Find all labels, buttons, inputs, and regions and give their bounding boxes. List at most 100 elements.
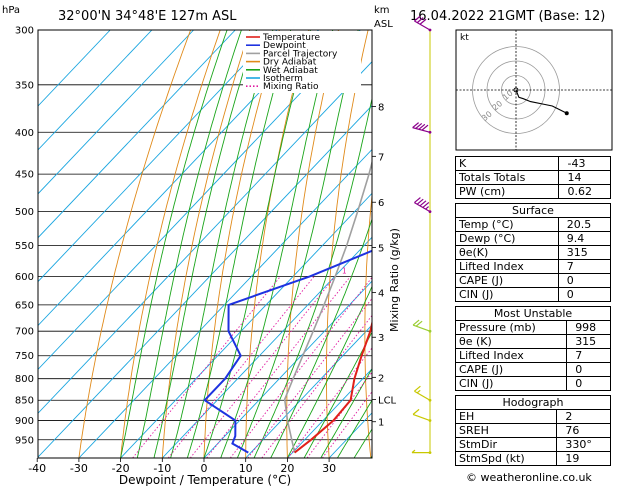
surface-row: Lifted Index 7 xyxy=(455,259,612,274)
wind-barb xyxy=(414,385,432,402)
wet-adiabat-line xyxy=(186,30,292,458)
index-label: K xyxy=(454,156,560,171)
wet-adiabat-line xyxy=(320,367,372,458)
pressure-tick-label: 600 xyxy=(15,272,34,283)
hodograph-table: Hodograph EH 2 SREH 76 StmDir 330° StmSpd (kt)… xyxy=(454,395,611,466)
surface-label: Lifted Index xyxy=(455,259,559,274)
surface-row: CIN (J) 0 xyxy=(455,287,612,302)
legend-box xyxy=(243,31,361,93)
index-value: -43 xyxy=(558,156,611,171)
most-unstable-label: CIN (J) xyxy=(454,376,568,391)
copyright-text: © weatheronline.co.uk xyxy=(466,471,592,484)
mixing-ratio-line xyxy=(206,276,351,458)
hodograph-param-value: 330° xyxy=(556,437,611,452)
most-unstable-row: CIN (J) 0 xyxy=(454,376,611,391)
surface-value: 20.5 xyxy=(557,217,612,232)
index-label: Totals Totals xyxy=(454,170,560,185)
hodograph-origin xyxy=(513,87,519,93)
most-unstable-value: 0 xyxy=(566,376,611,391)
surface-label: CAPE (J) xyxy=(455,273,559,288)
pressure-tick-label: 800 xyxy=(15,374,34,385)
km-unit-label: km xyxy=(374,5,390,16)
dry-adiabat-line xyxy=(161,30,251,458)
surface-value: 0 xyxy=(557,273,612,288)
wind-barb xyxy=(412,122,432,134)
height-tick-label: 1 xyxy=(378,418,384,429)
mixing-ratio-line xyxy=(132,276,281,458)
wind-barb xyxy=(414,197,432,213)
surface-value: 9.4 xyxy=(557,231,612,246)
index-row: K -43 xyxy=(454,156,611,171)
most-unstable-label: θe (K) xyxy=(454,334,568,349)
wet-adiabat-line xyxy=(337,399,372,458)
legend-label: Dewpoint xyxy=(263,41,306,51)
height-tick-label: 6 xyxy=(378,198,384,209)
temperature-tick-label: -40 xyxy=(28,462,46,475)
isotherm-line xyxy=(38,30,194,195)
most-unstable-row: Pressure (mb) 998 xyxy=(454,320,611,335)
mixing-ratio-label: 1 xyxy=(342,266,347,275)
wet-adiabat-line xyxy=(253,96,372,458)
surface-row: θe(K) 315 xyxy=(455,245,612,260)
plot-frame xyxy=(37,29,373,459)
hodograph-trace xyxy=(515,89,568,114)
location-title: 32°00'N 34°48'E 127m ASL xyxy=(58,9,237,24)
most-unstable-value: 998 xyxy=(566,320,611,335)
mixing-ratio-line xyxy=(167,276,315,458)
mixing-ratio-label: 6 xyxy=(438,266,443,275)
height-tick-label: 7 xyxy=(378,152,384,163)
height-tick-label: LCL xyxy=(378,395,397,406)
most-unstable-value: 315 xyxy=(566,334,611,349)
wet-adiabat-line xyxy=(220,30,334,458)
hodograph-param-value: 19 xyxy=(556,451,611,466)
legend-label: Temperature xyxy=(262,33,320,43)
temperature-tick-label: -30 xyxy=(70,462,88,475)
height-tick-label: 5 xyxy=(378,243,384,254)
hpa-unit-label: hPa xyxy=(2,5,20,16)
axes-layer: 3003504004505005506006507007508008509009… xyxy=(15,26,401,486)
pressure-tick-label: 550 xyxy=(15,241,34,252)
surface-value: 0 xyxy=(557,287,612,302)
pressure-tick-label: 700 xyxy=(15,327,34,338)
surface-label: Temp (°C) xyxy=(455,217,559,232)
mixing-ratio-axis-title: Mixing Ratio (g/kg) xyxy=(388,228,401,332)
legend-label: Parcel Trajectory xyxy=(263,49,338,59)
isotherm-line xyxy=(38,30,320,327)
wet-adiabat-line xyxy=(153,30,257,458)
pressure-tick-label: 950 xyxy=(15,435,34,446)
dry-adiabat-line xyxy=(438,30,457,458)
isotherm-line xyxy=(203,280,372,458)
hodograph-unit-label: kt xyxy=(460,33,469,43)
height-tick-label: 8 xyxy=(378,102,384,113)
isotherm-line xyxy=(38,30,153,151)
most-unstable-value: 0 xyxy=(566,362,611,377)
surface-label: θe(K) xyxy=(455,245,559,260)
temperature-tick-label: 20 xyxy=(280,462,294,475)
isotherm-line xyxy=(38,61,372,414)
hodograph-param-row: StmDir 330° xyxy=(454,437,611,452)
surface-label: Dewp (°C) xyxy=(455,231,559,246)
hodograph-param-label: StmDir xyxy=(454,437,558,452)
isotherm-line xyxy=(38,30,236,239)
hodograph-param-label: StmSpd (kt) xyxy=(454,451,558,466)
dry-adiabat-line xyxy=(78,30,192,458)
isotherm-line xyxy=(38,30,111,107)
hodograph-param-label: EH xyxy=(454,409,558,424)
pressure-tick-label: 850 xyxy=(15,396,34,407)
parameter-panel: K -43 Totals Totals 14 PW (cm) 0.62 Surface T… xyxy=(454,156,612,466)
most-unstable-label: Pressure (mb) xyxy=(454,320,568,335)
dry-adiabat-line xyxy=(245,30,310,458)
surface-row: Dewp (°C) 9.4 xyxy=(455,231,612,246)
dry-adiabat-line xyxy=(203,30,280,458)
most-unstable-label: CAPE (J) xyxy=(454,362,568,377)
surface-title: Surface xyxy=(455,203,611,218)
hodograph-param-row: StmSpd (kt) 19 xyxy=(454,451,611,466)
pressure-tick-label: 450 xyxy=(15,170,34,181)
parcel-trajectory-line xyxy=(283,159,372,453)
index-label: PW (cm) xyxy=(454,184,560,199)
index-row: Totals Totals 14 xyxy=(454,170,611,185)
most-unstable-row: θe (K) 315 xyxy=(454,334,611,349)
isotherm-line xyxy=(38,104,372,458)
dry-adiabat-line xyxy=(326,30,369,458)
